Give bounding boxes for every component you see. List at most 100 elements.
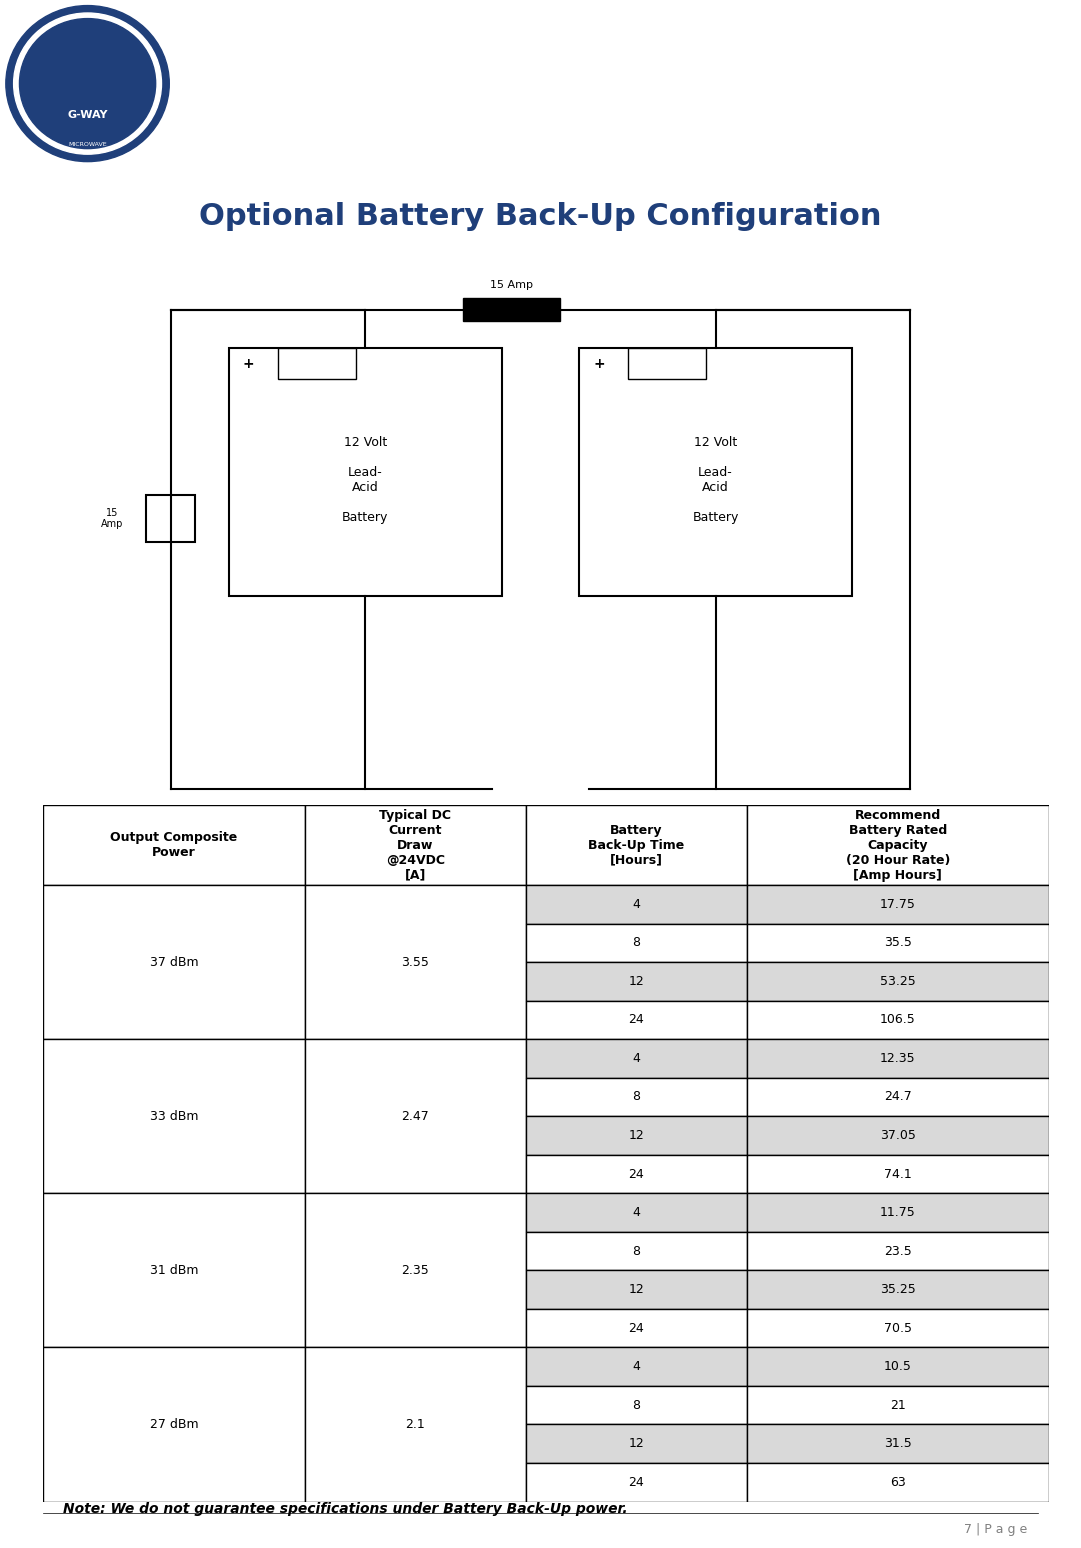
Bar	[747, 1385, 1049, 1424]
Bar	[525, 1385, 747, 1424]
Text: 8: 8	[632, 1245, 640, 1257]
Bar	[278, 348, 356, 379]
Bar	[305, 1039, 525, 1194]
Bar	[525, 924, 747, 963]
Text: 37.05: 37.05	[880, 1128, 916, 1142]
Text: 7 | P a g e: 7 | P a g e	[963, 1523, 1027, 1536]
Bar	[525, 1424, 747, 1463]
Bar	[525, 1232, 747, 1271]
Bar	[747, 1310, 1049, 1347]
Bar	[747, 1116, 1049, 1155]
Bar	[747, 1039, 1049, 1077]
Text: Figure 2: Optional Battery Back-Up Configuration: Figure 2: Optional Battery Back-Up Confi…	[368, 876, 713, 889]
Bar	[525, 963, 747, 1000]
Bar	[525, 1271, 747, 1310]
Text: + Battery
of: + Battery of	[468, 810, 516, 831]
Text: Battery
Back-Up Time
[Hours]: Battery Back-Up Time [Hours]	[588, 824, 684, 867]
Text: Recommend
Battery Rated
Capacity
(20 Hour Rate)
[Amp Hours]: Recommend Battery Rated Capacity (20 Hou…	[845, 808, 950, 881]
Text: 21: 21	[890, 1399, 906, 1412]
Text: 70.5: 70.5	[884, 1322, 911, 1334]
Text: 15 Amp: 15 Amp	[490, 280, 533, 291]
Bar	[525, 1155, 747, 1194]
Bar	[525, 1194, 747, 1232]
Bar	[525, 1077, 747, 1116]
Text: MICROWAVE: MICROWAVE	[68, 142, 107, 147]
Text: 23.5: 23.5	[884, 1245, 911, 1257]
Circle shape	[5, 6, 170, 161]
Bar	[525, 1463, 747, 1502]
Bar	[229, 348, 502, 596]
Text: 3.55: 3.55	[401, 955, 429, 969]
Bar	[43, 885, 305, 1039]
Text: Output Composite
Power: Output Composite Power	[110, 831, 238, 859]
Text: 24: 24	[628, 1322, 644, 1334]
Bar	[525, 1347, 747, 1385]
Bar	[525, 1310, 747, 1347]
Text: 12.35: 12.35	[880, 1053, 916, 1065]
Text: G-WAY: G-WAY	[67, 110, 108, 121]
Bar	[305, 805, 525, 885]
Text: 4: 4	[632, 1053, 640, 1065]
Text: 24: 24	[628, 1475, 644, 1489]
Text: 2.35: 2.35	[401, 1263, 429, 1277]
Text: 12: 12	[628, 1128, 644, 1142]
Bar	[147, 495, 196, 542]
Text: 2.47: 2.47	[401, 1110, 429, 1122]
Text: 4: 4	[632, 1206, 640, 1220]
Text: 35.5: 35.5	[884, 937, 911, 949]
Bar	[747, 1463, 1049, 1502]
Text: 24.7: 24.7	[884, 1090, 911, 1104]
Bar	[747, 1347, 1049, 1385]
Text: 4: 4	[632, 898, 640, 910]
Bar	[579, 348, 852, 596]
Bar	[43, 1194, 305, 1347]
Bar	[747, 1194, 1049, 1232]
Text: 63: 63	[890, 1475, 906, 1489]
Bar	[747, 1424, 1049, 1463]
Bar	[525, 885, 747, 924]
Bar	[525, 1039, 747, 1077]
Text: 37 dBm: 37 dBm	[149, 955, 198, 969]
Circle shape	[14, 12, 161, 155]
Bar	[628, 348, 706, 379]
Text: 8: 8	[632, 937, 640, 949]
Bar	[305, 885, 525, 1039]
Text: 15
Amp: 15 Amp	[102, 508, 123, 529]
Text: -: -	[587, 805, 591, 820]
Text: 31.5: 31.5	[884, 1437, 911, 1450]
Bar	[525, 1000, 747, 1039]
Text: 11.75: 11.75	[880, 1206, 916, 1220]
Text: +: +	[593, 356, 604, 372]
Text: 4: 4	[632, 1361, 640, 1373]
Text: 31 dBm: 31 dBm	[149, 1263, 198, 1277]
Text: 74.1: 74.1	[884, 1167, 911, 1181]
Bar	[525, 1116, 747, 1155]
Bar	[747, 1077, 1049, 1116]
Text: Note: We do not guarantee specifications under Battery Back-Up power.: Note: We do not guarantee specifications…	[63, 1502, 627, 1517]
Text: 17.75: 17.75	[880, 898, 916, 910]
Text: 33 dBm: 33 dBm	[149, 1110, 198, 1122]
Bar	[43, 1347, 305, 1502]
Bar	[747, 1155, 1049, 1194]
Bar	[747, 1000, 1049, 1039]
Bar	[747, 1232, 1049, 1271]
Text: 12 Volt

Lead-
Acid

Battery: 12 Volt Lead- Acid Battery	[693, 437, 738, 523]
Text: 24: 24	[628, 1167, 644, 1181]
Text: Typical DC
Current
Draw
@24VDC
[A]: Typical DC Current Draw @24VDC [A]	[379, 808, 451, 881]
Text: Optional Battery Back-Up Configuration: Optional Battery Back-Up Configuration	[199, 203, 882, 231]
Text: 12: 12	[628, 975, 644, 988]
Bar	[305, 1347, 525, 1502]
Text: 27 dBm: 27 dBm	[149, 1418, 198, 1430]
Text: 106.5: 106.5	[880, 1014, 916, 1026]
Text: 53.25: 53.25	[880, 975, 916, 988]
Text: 2.1: 2.1	[405, 1418, 425, 1430]
Text: 12: 12	[628, 1437, 644, 1450]
Bar	[747, 1271, 1049, 1310]
Text: 24: 24	[628, 1014, 644, 1026]
Bar	[463, 297, 560, 322]
Text: 8: 8	[632, 1399, 640, 1412]
Bar	[747, 805, 1049, 885]
Bar	[747, 885, 1049, 924]
Bar	[305, 1194, 525, 1347]
Text: 35.25: 35.25	[880, 1283, 916, 1296]
